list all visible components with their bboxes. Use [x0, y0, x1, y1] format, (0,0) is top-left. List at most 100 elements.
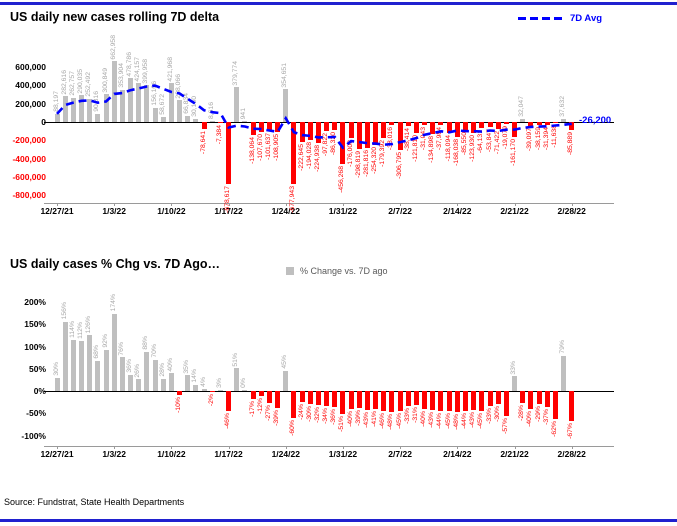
x-axis-tick: [171, 446, 173, 449]
bar-value-label: -39%: [354, 410, 362, 427]
bar-negative: [479, 391, 485, 412]
bar-positive: [217, 389, 223, 391]
chart1-title: US daily new cases rolling 7D delta: [10, 10, 220, 24]
bar-positive: [128, 374, 134, 391]
y-tick-label: 600,000: [15, 62, 46, 72]
bar-value-label: 126%: [85, 315, 93, 333]
bar-positive: [144, 351, 150, 391]
y-tick-label: 150%: [24, 319, 46, 330]
y-tick-label: -600,000: [12, 172, 46, 182]
bar-value-label: 14%: [191, 369, 199, 383]
bar-negative: [315, 391, 321, 406]
y-tick-label: 0%: [33, 386, 46, 396]
bar-negative: [495, 391, 501, 405]
bar-negative: [226, 391, 232, 412]
bar-negative: [275, 391, 281, 409]
bar-positive: [234, 368, 240, 391]
gray-bar-swatch-icon: [286, 267, 294, 275]
bar-value-label: -57%: [501, 418, 509, 435]
bar-value-label: 33%: [510, 360, 518, 375]
bar-value-label: 40%: [166, 357, 174, 372]
bar-negative: [503, 391, 509, 417]
bar-value-label: 30%: [52, 362, 60, 376]
bar-value-label: 88%: [142, 336, 150, 350]
y-tick-label: 400,000: [15, 80, 46, 91]
bar-value-label: -24%: [297, 403, 305, 420]
bar-negative: [356, 391, 362, 409]
x-tick-label: 2/7/22: [388, 448, 412, 459]
bar-positive: [79, 341, 84, 391]
bar-value-label: -39%: [273, 410, 281, 427]
x-tick-label: 1/17/22: [214, 205, 243, 216]
y-tick-label: 200%: [24, 297, 46, 307]
bar-negative: [266, 391, 272, 403]
x-tick-label: 2/14/22: [443, 448, 472, 459]
x-axis-tick: [285, 203, 287, 206]
bar-negative: [454, 391, 460, 413]
bar-value-label: 70%: [150, 344, 158, 358]
bar-negative: [389, 391, 395, 413]
x-tick-label: 2/21/22: [500, 205, 529, 216]
bar-negative: [405, 391, 411, 406]
y-tick-label: 200,000: [15, 98, 46, 109]
bar-negative: [291, 391, 297, 418]
bar-value-label: 4%: [199, 377, 207, 388]
bar-negative: [544, 391, 550, 408]
bar-value-label: 28%: [158, 362, 166, 377]
bar-positive: [103, 350, 109, 391]
bar-negative: [299, 391, 305, 402]
bar-positive: [70, 340, 76, 391]
bar-value-label: -44%: [436, 412, 444, 429]
bar-negative: [446, 391, 452, 412]
x-tick-label: 1/24/22: [271, 448, 300, 459]
bar-value-label: -51%: [338, 415, 346, 432]
bar-negative: [209, 391, 215, 392]
y-tick-label: -400,000: [12, 153, 46, 164]
bar-value-label: -30%: [493, 406, 501, 423]
bar-value-label: -48%: [452, 414, 460, 431]
x-axis-tick: [171, 203, 173, 206]
bar-negative: [364, 391, 370, 411]
bottom-accent-line: [0, 519, 677, 522]
bar-negative: [373, 391, 379, 410]
bar-positive: [512, 376, 518, 391]
x-axis-tick: [285, 446, 287, 449]
bar-value-label: -27%: [264, 405, 272, 421]
chart2-legend: % Change vs. 7D ago: [286, 266, 388, 276]
x-axis-tick: [342, 203, 344, 206]
source-text: Source: Fundstrat, State Health Departme…: [4, 497, 185, 507]
bar-negative: [463, 391, 468, 411]
bar-negative: [536, 391, 542, 404]
y-tick-label: -100%: [21, 430, 46, 441]
bar-negative: [397, 391, 403, 412]
bar-value-label: -62%: [550, 420, 558, 437]
bar-negative: [307, 391, 313, 405]
bar-value-label: 114%: [68, 321, 76, 339]
bar-value-label: -43%: [362, 412, 370, 428]
bar-value-label: 92%: [101, 334, 109, 349]
bar-positive: [242, 390, 248, 391]
bar-value-label: 45%: [281, 355, 289, 369]
bar-negative: [348, 391, 354, 409]
bar-positive: [283, 370, 289, 391]
bar-negative: [552, 391, 558, 419]
bar-value-label: -12%: [256, 398, 264, 415]
bar-value-label: -40%: [346, 410, 354, 427]
bar-positive: [561, 355, 567, 391]
x-tick-label: 1/10/22: [157, 205, 186, 216]
x-axis-tick: [114, 446, 116, 449]
bar-positive: [201, 389, 207, 391]
bar-positive: [111, 313, 117, 391]
bar-value-label: -33%: [403, 407, 411, 424]
bar-value-label: -45%: [444, 413, 452, 429]
bar-value-label: -60%: [289, 419, 297, 436]
chart1-legend: 7D Avg: [518, 13, 602, 24]
bar-positive: [160, 378, 166, 391]
x-axis-tick: [400, 446, 402, 449]
bar-value-label: -17%: [248, 400, 256, 417]
bar-value-label: 76%: [117, 341, 125, 356]
bar-value-label: -46%: [224, 413, 232, 430]
bar-value-label: -30%: [305, 406, 313, 423]
